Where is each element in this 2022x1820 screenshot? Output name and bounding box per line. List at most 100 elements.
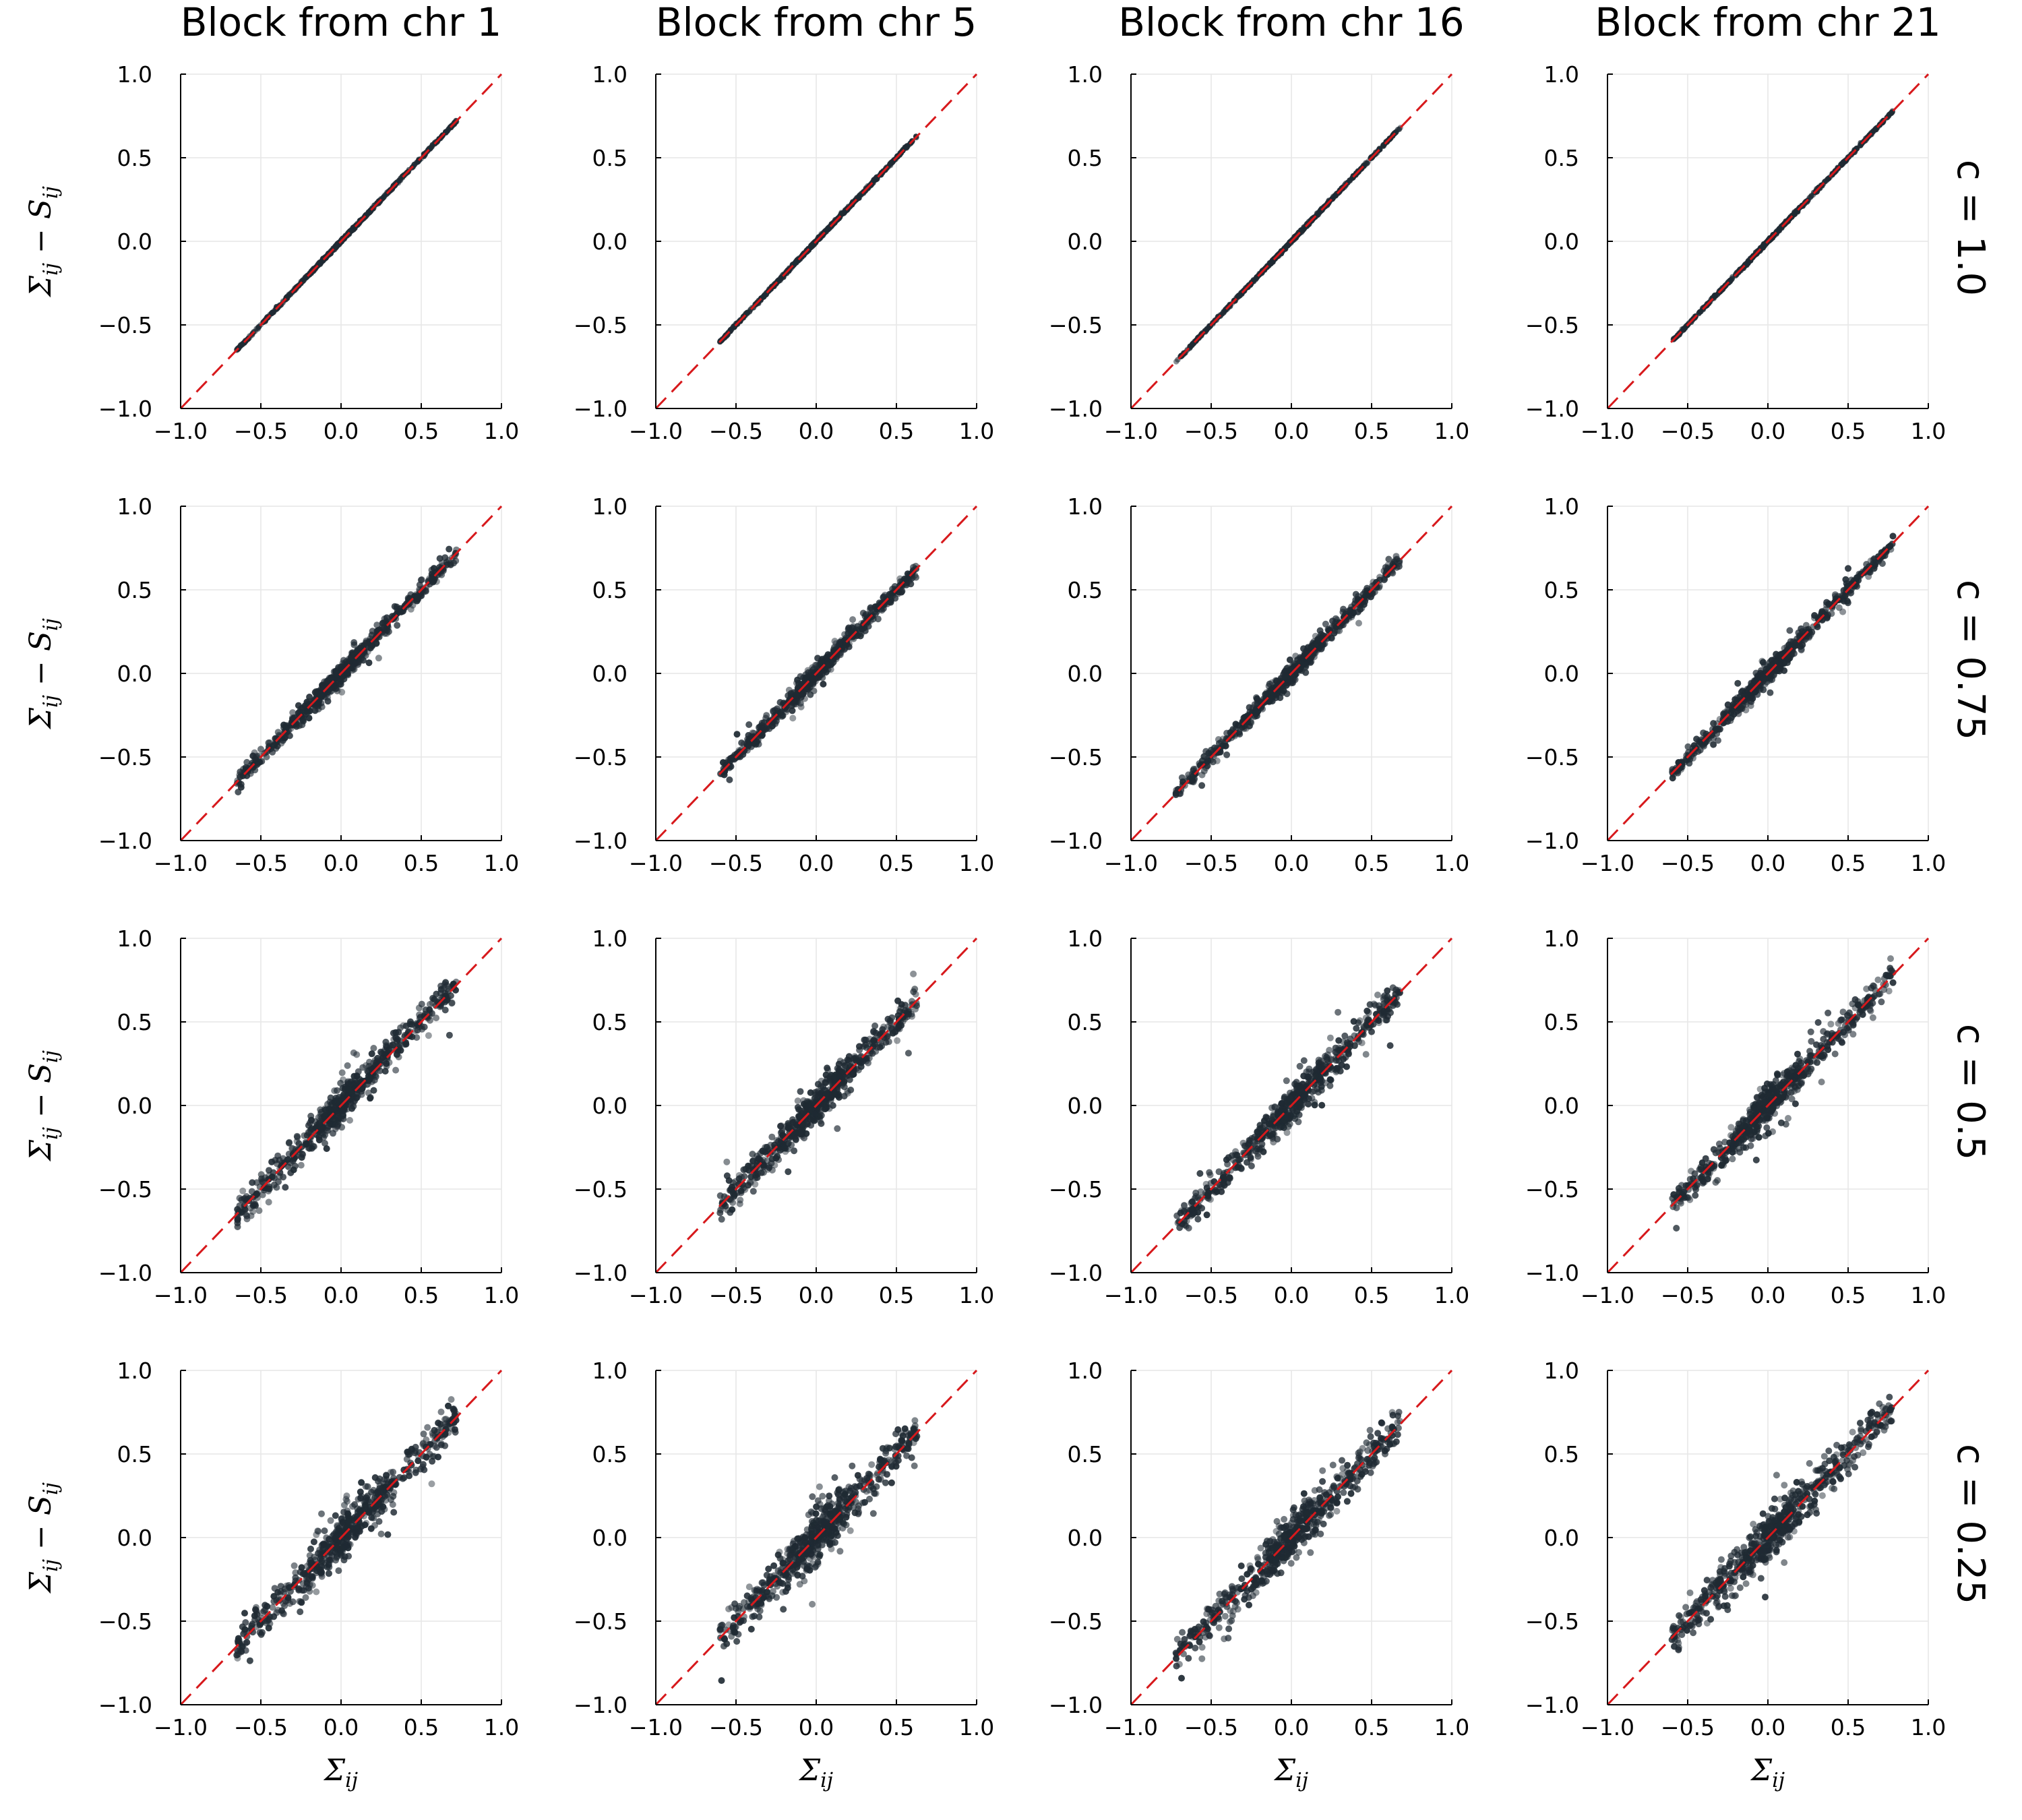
data-point [888, 162, 894, 169]
data-point [789, 715, 797, 722]
x-tick-label: 0.0 [1750, 418, 1785, 444]
y-axis-label-part: ij [39, 695, 63, 708]
x-tick-label: −0.5 [1184, 850, 1238, 876]
y-tick-label: 0.5 [1544, 145, 1579, 171]
data-point [271, 741, 278, 749]
y-axis-label: Σij − Sij [24, 618, 63, 730]
x-tick-label: −0.5 [234, 418, 288, 444]
x-tick-label: −1.0 [154, 850, 208, 876]
y-tick-label: 0.0 [592, 661, 627, 687]
scatter-panel: −1.0−1.0−0.5−0.50.00.00.50.51.01.0 [1525, 493, 1946, 876]
y-axis-label: Σij − Sij [24, 186, 63, 298]
data-point [1767, 689, 1774, 696]
data-point [450, 559, 458, 567]
x-tick-label: −0.5 [1661, 418, 1715, 444]
x-tick-label: −1.0 [154, 418, 208, 444]
y-tick-label: −0.5 [1049, 744, 1103, 770]
x-tick-label: 1.0 [959, 418, 994, 444]
y-axis-label-part: ij [39, 263, 63, 276]
data-point [807, 244, 814, 250]
y-tick-label: −0.5 [1049, 312, 1103, 338]
data-point [1715, 737, 1721, 744]
identity-reference-line [654, 73, 978, 410]
y-tick-label: 0.5 [1068, 577, 1103, 603]
y-axis-label-part: ij [39, 618, 63, 631]
data-point [1302, 669, 1310, 676]
data-point [1364, 160, 1370, 166]
data-point [820, 680, 827, 688]
y-tick-label: 1.0 [117, 493, 152, 520]
scatter-points [233, 545, 460, 795]
y-axis-label-part: S [24, 631, 58, 651]
identity-reference-line [179, 73, 503, 410]
data-point [394, 621, 401, 629]
data-point [1285, 242, 1291, 249]
data-point [810, 688, 818, 694]
data-point [334, 243, 340, 249]
y-tick-label: 0.0 [117, 229, 152, 255]
y-axis-label-part: ij [39, 186, 63, 199]
x-tick-label: −0.5 [709, 418, 763, 444]
data-point [348, 227, 355, 233]
row-labels: c = 1.0c = 0.75c = 0.5c = 0.25 [1949, 160, 1992, 1604]
data-point [1698, 309, 1704, 315]
data-point [1236, 293, 1243, 299]
data-point [898, 588, 905, 596]
y-axis-label-part: Σ [24, 707, 58, 730]
data-point [1358, 605, 1366, 612]
data-point [794, 676, 801, 684]
x-tick-label: −0.5 [1184, 418, 1238, 444]
data-point [255, 326, 261, 332]
x-tick-label: 1.0 [484, 418, 519, 444]
y-tick-label: −1.0 [98, 828, 152, 854]
scatter-panel: −1.0−1.0−0.5−0.50.00.00.50.51.01.0 [1525, 61, 1946, 444]
y-tick-label: 1.0 [592, 61, 627, 88]
x-tick-label: −1.0 [1104, 418, 1158, 444]
data-point [237, 773, 244, 781]
y-tick-label: 0.5 [117, 145, 152, 171]
data-point [396, 177, 402, 183]
data-point [1786, 627, 1794, 634]
y-tick-label: 0.5 [1068, 145, 1103, 171]
y-axis-label-part: S [24, 199, 58, 219]
data-point [758, 725, 766, 732]
data-point [763, 712, 770, 719]
scatter-panel: −1.0−1.0−0.5−0.50.00.00.50.51.01.0 [574, 61, 994, 444]
scatter-panel: −1.0−1.0−0.5−0.50.00.00.50.51.01.0 [1049, 61, 1469, 444]
y-axis-label-part: − [24, 219, 58, 263]
y-tick-label: 0.5 [592, 577, 627, 603]
y-axis-label-part: − [24, 651, 58, 695]
x-tick-label: 0.0 [799, 418, 834, 444]
data-point [1355, 619, 1362, 627]
data-point [363, 639, 370, 646]
scatter-panel: −1.0−1.0−0.5−0.50.00.00.50.51.01.0 [574, 493, 994, 876]
data-point [726, 776, 733, 783]
data-point [1680, 326, 1687, 332]
data-point [797, 703, 805, 710]
x-tick-label: 0.0 [324, 418, 359, 444]
y-tick-label: −1.0 [574, 396, 627, 422]
data-point [882, 591, 888, 599]
column-titles: Block from chr 1 Block from chr 5 Block fr… [181, 0, 1941, 45]
data-point [1213, 757, 1221, 764]
x-tick-label: 1.0 [959, 850, 994, 876]
data-point [1889, 533, 1897, 540]
y-tick-label: 0.0 [592, 229, 627, 255]
data-point [1185, 771, 1192, 779]
data-point [274, 729, 282, 736]
data-point [1242, 725, 1250, 732]
data-point [785, 686, 793, 694]
data-point [1204, 756, 1211, 762]
scatter-panel: −1.0−1.0−0.5−0.50.00.00.50.51.01.0 [1049, 493, 1469, 876]
x-tick-label: −0.5 [234, 850, 288, 876]
data-point [1302, 661, 1310, 668]
x-tick-label: 0.0 [1274, 850, 1309, 876]
column-title: Block from chr 21 [1595, 0, 1940, 45]
data-point [375, 655, 382, 662]
x-tick-label: 0.5 [1354, 418, 1389, 444]
x-tick-label: 1.0 [1434, 418, 1469, 444]
y-tick-label: −1.0 [98, 396, 152, 422]
y-tick-label: −1.0 [1049, 828, 1103, 854]
